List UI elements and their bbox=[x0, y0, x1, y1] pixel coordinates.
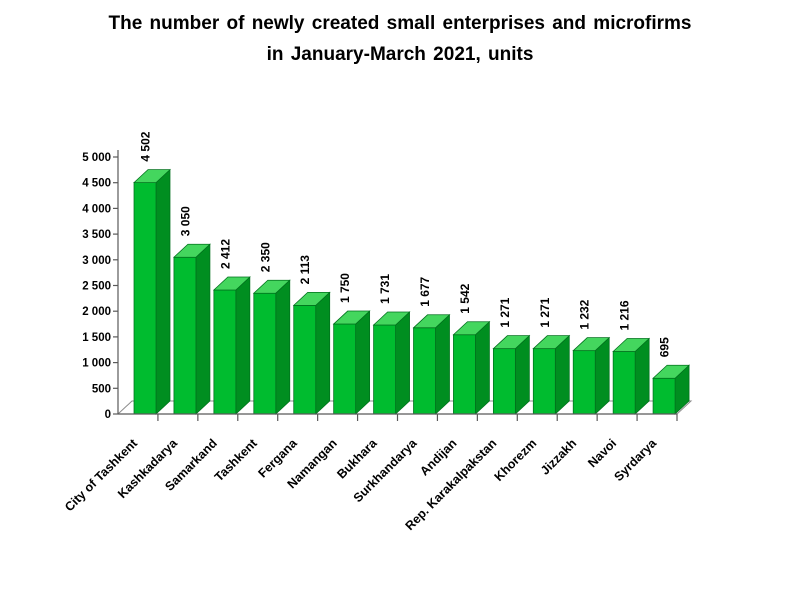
bar-value-label: 2 412 bbox=[218, 239, 232, 269]
bar-side-face bbox=[395, 311, 410, 415]
bar-value-label: 1 542 bbox=[458, 283, 472, 313]
y-axis-tick-label: 2 500 bbox=[82, 281, 111, 293]
category-label: Tashkent bbox=[212, 436, 261, 485]
bar-value-label: 1 232 bbox=[578, 299, 592, 329]
bar-top-face bbox=[492, 335, 531, 350]
bar-front-face bbox=[333, 323, 357, 415]
y-axis-tick-label: 5 000 bbox=[82, 152, 111, 164]
bar-side-face bbox=[235, 276, 251, 415]
bar-top-face bbox=[652, 364, 691, 379]
bar-front-face bbox=[293, 305, 317, 415]
y-axis-tick-label: 0 bbox=[105, 409, 111, 421]
y-axis-tick-label: 4 500 bbox=[82, 178, 111, 190]
category-label: Navoi bbox=[585, 436, 619, 470]
bar-side-face bbox=[475, 320, 490, 415]
y-axis-tick-label: 1 000 bbox=[82, 358, 111, 370]
y-axis-tick-label: 4 000 bbox=[82, 203, 111, 215]
y-axis-tick-label: 500 bbox=[92, 383, 111, 395]
bar-top-face bbox=[572, 337, 611, 352]
bar-front-face bbox=[453, 334, 476, 415]
bar-front-face bbox=[253, 292, 277, 415]
bar-front-face bbox=[492, 348, 516, 415]
category-label: Jizzakh bbox=[538, 436, 579, 477]
bar-top-face bbox=[172, 243, 211, 258]
bar-front-face bbox=[572, 350, 596, 415]
y-axis-tick-label: 3 000 bbox=[82, 255, 111, 267]
bar-value-label: 1 271 bbox=[498, 297, 512, 327]
bar-top-face bbox=[612, 338, 651, 352]
bar-side-face bbox=[514, 334, 530, 415]
chart-title-line1: The number of newly created small enterp… bbox=[108, 13, 692, 34]
bar-front-face bbox=[173, 256, 197, 415]
y-axis-tick-label: 2 000 bbox=[82, 306, 111, 318]
bar-front-face bbox=[532, 348, 556, 415]
bar-top-face bbox=[452, 321, 491, 336]
bar-front-face bbox=[413, 327, 436, 415]
y-axis-tick-label: 1 500 bbox=[82, 332, 111, 344]
bar-side-face bbox=[195, 243, 211, 415]
bar-value-label: 1 216 bbox=[618, 300, 632, 330]
bar-value-label: 1 271 bbox=[538, 297, 552, 327]
bar-value-label: 1 750 bbox=[338, 273, 352, 303]
bar-top-face bbox=[292, 292, 331, 306]
chart-title: The number of newly created small enterp… bbox=[0, 8, 800, 70]
bar-top-face bbox=[133, 169, 171, 183]
bar-top-face bbox=[212, 276, 251, 291]
bar-side-face bbox=[554, 334, 570, 415]
bar-value-label: 1 731 bbox=[378, 274, 392, 304]
bar-top-face bbox=[332, 310, 371, 325]
bar-value-label: 2 350 bbox=[258, 242, 272, 272]
bar-value-label: 4 502 bbox=[139, 131, 153, 161]
chart-title-line2: in January-March 2021, units bbox=[266, 44, 534, 65]
bar-side-face bbox=[435, 313, 450, 415]
bar-front-face bbox=[373, 324, 396, 415]
bar-value-label: 3 050 bbox=[178, 206, 192, 236]
bar-value-label: 1 677 bbox=[418, 276, 432, 306]
bar-front-face bbox=[652, 377, 676, 415]
category-label: Syrdarya bbox=[611, 435, 659, 483]
bar-front-face bbox=[133, 182, 157, 415]
bar-side-face bbox=[275, 279, 291, 415]
bar-value-label: 2 113 bbox=[298, 255, 312, 285]
bar-side-face bbox=[155, 168, 171, 415]
bar-top-face bbox=[412, 314, 451, 329]
bar-side-face bbox=[355, 310, 371, 415]
category-label: City of Tashkent bbox=[62, 436, 141, 515]
bar-front-face bbox=[213, 289, 237, 415]
bar-top-face bbox=[532, 335, 571, 350]
bar-value-label: 695 bbox=[658, 337, 672, 357]
category-label: Khorezm bbox=[492, 436, 540, 484]
bar-top-face bbox=[372, 311, 411, 326]
y-axis-tick-label: 3 500 bbox=[82, 229, 111, 241]
bar-top-face bbox=[252, 279, 291, 294]
bar-side-face bbox=[315, 291, 331, 415]
bar-front-face bbox=[612, 351, 636, 415]
